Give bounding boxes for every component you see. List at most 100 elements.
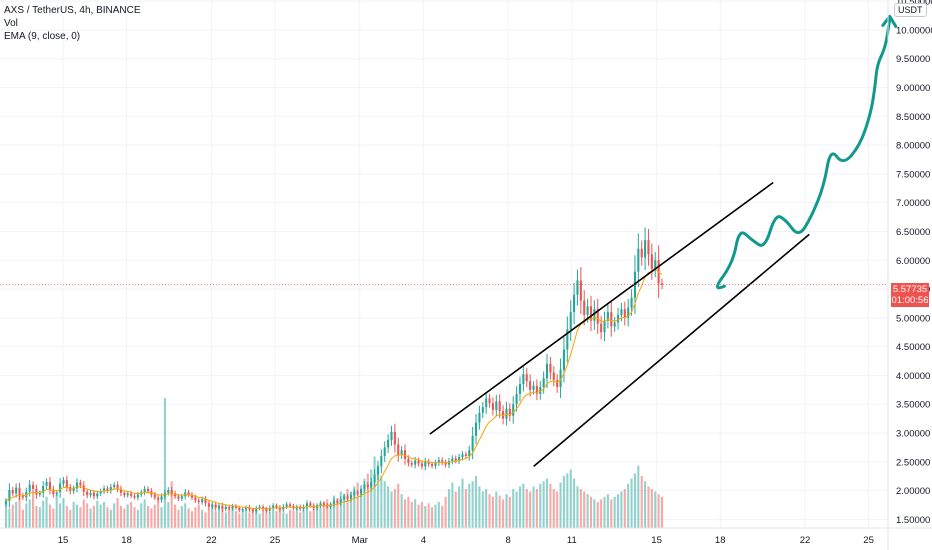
candle-body [569,312,572,330]
volume-bar [18,495,21,528]
candle-body [559,369,562,387]
candle-body [579,280,582,301]
candle-body [640,248,643,258]
volume-bar [569,469,572,528]
candle-body [82,485,85,492]
candle-body [211,504,214,507]
candle-body [28,484,31,492]
candle-body [234,506,237,508]
volume-bar [518,486,522,528]
volume-bar [437,502,440,528]
volume-bar [224,512,227,528]
candle-body [4,500,8,504]
candle-body [275,505,278,508]
volume-bar [201,509,204,528]
candle-body [576,280,579,295]
candle-body [545,363,549,379]
y-tick-label: 3.50000 [896,400,930,411]
candle-body [539,386,542,394]
candlesticks [4,227,664,514]
price-axis[interactable]: 1.50000 2.00000 2.50000 3.00000 3.50000 4.000… [887,0,932,550]
x-tick-label: 18 [715,535,726,546]
volume-bar [552,489,555,528]
volume-indicator-label[interactable]: Vol [4,18,18,29]
channel-upper-line[interactable] [429,181,774,435]
volume-bar [343,494,346,528]
volume-bar [387,486,390,528]
volume-bar [194,507,197,528]
x-tick-label: 18 [121,535,132,546]
currency-badge[interactable]: USDT [894,3,927,17]
candle-body [613,322,616,327]
candle-body [478,412,481,423]
volume-bar [48,504,52,528]
volume-bar [130,502,133,528]
symbol-title[interactable]: AXS / TetherUS, 4h, BINANCE [4,5,141,16]
volume-bar [360,489,363,528]
x-tick-label: 4 [421,535,426,546]
volume-bar [410,502,413,528]
volume-bar [150,508,153,528]
time-axis[interactable]: 15 18 22 25 Mar 4 8 11 15 18 22 25 [0,527,932,546]
candle-body [414,460,417,465]
volume-bar [72,502,75,528]
candle-body [309,503,312,506]
volume-bar [505,494,508,528]
volume-bar [245,507,248,528]
candle-body [15,487,18,494]
candle-body [69,487,72,492]
candle-body [427,461,430,465]
candle-body [221,505,224,509]
last-price-tag: 5.57735 01:00:56 [891,283,929,307]
y-tick-label: 1.50000 [896,515,930,526]
volume-bar [140,503,143,528]
channel-lower-line[interactable] [533,233,810,468]
candle-body [485,398,488,408]
volume-bar [339,491,342,528]
candle-body [637,248,640,272]
candle-body [420,463,423,467]
volume-bar [255,511,258,528]
volume-bar [434,504,437,528]
volume-bar [373,456,376,528]
ema-indicator-label[interactable]: EMA (9, close, 0) [4,31,81,42]
volume-bar [383,481,386,528]
volume-bar [268,512,271,528]
last-price-value: 5.57735 [892,284,928,295]
ema-line [5,268,663,510]
volume-bar [282,512,285,528]
volume-bar [146,505,150,528]
candle-body [194,497,197,501]
candle-body [258,506,261,509]
candle-body [265,508,268,511]
y-tick-label: 6.00000 [896,256,930,267]
volume-bar [451,482,454,528]
volume-bar [204,512,207,528]
volume-bar [616,494,620,528]
volume-bar [234,511,237,528]
candle-body [451,458,454,462]
volume-bar [363,478,366,528]
volume-bar [21,509,24,528]
volume-bar [92,505,95,528]
candle-body [627,307,630,318]
candle-body [217,505,221,508]
candle-body [99,491,102,494]
candle-body [18,487,21,496]
candle-body [52,489,55,495]
volume-bar [559,482,562,528]
candle-body [89,492,92,496]
projection-path[interactable] [716,16,892,290]
volume-bar [153,504,156,528]
volume-bar [8,508,11,528]
volume-bar [471,481,474,528]
y-tick-label: 6.50000 [896,227,930,238]
volume-bar [366,473,369,528]
candle-body [72,488,75,492]
volume-bar [549,483,552,528]
candle-body [157,497,160,500]
x-tick-label: 25 [270,535,281,546]
volume-bar [309,511,312,528]
candle-body [214,504,217,508]
